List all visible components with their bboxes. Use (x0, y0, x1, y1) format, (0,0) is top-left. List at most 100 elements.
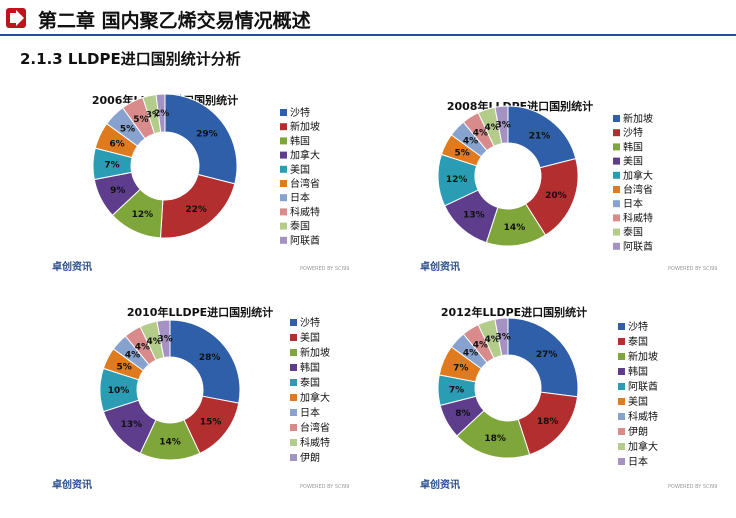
slice-label: 18% (537, 417, 559, 427)
slice-label: 13% (121, 420, 143, 430)
legend-item: 日本 (628, 455, 648, 468)
legend-item: 阿联酋 (623, 240, 653, 253)
legend-swatch (613, 115, 620, 122)
legend-swatch (618, 443, 625, 450)
legend-swatch (290, 319, 297, 326)
powered-by-text: POWERED BY SCI99 (300, 266, 349, 272)
legend-item: 新加坡 (290, 120, 320, 133)
legend-item: 台湾省 (623, 183, 653, 196)
slice-label: 13% (463, 211, 485, 221)
legend-swatch (618, 458, 625, 465)
slice-label: 7% (453, 364, 468, 374)
legend-swatch (613, 157, 620, 165)
legend-item: 美国 (300, 331, 320, 344)
donut-chart-2010: 2010年LLDPE进口国别统计28%15%14%13%10%5%4%4%4%3… (52, 305, 349, 491)
legend-swatch (280, 194, 287, 202)
slice-label: 22% (185, 205, 207, 215)
donut-slice (494, 105, 509, 145)
legend-item: 新加坡 (623, 112, 653, 125)
legend-item: 台湾省 (300, 421, 330, 434)
donut-slice (156, 319, 171, 359)
brand-logo: 卓创资讯 (52, 478, 92, 491)
slice-label: 8% (455, 409, 470, 419)
slice-label: 18% (484, 434, 506, 444)
slice-label: 15% (200, 418, 222, 428)
brand-logo: 卓创资讯 (52, 260, 92, 273)
chart-panel-2012: 2012年LLDPE进口国别统计 27% 18% 18% 8% 7% 7% 4% 4% 4% 3% 沙… (368, 298, 736, 518)
legend-swatch (613, 242, 620, 250)
slice-label: 4% (473, 129, 488, 139)
legend-swatch (613, 228, 620, 236)
slice-label: 6% (109, 139, 124, 149)
slice-label: 3% (158, 335, 173, 345)
legend-item: 美国 (623, 155, 643, 168)
slice-label: 5% (116, 363, 131, 373)
legend-swatch (290, 439, 297, 446)
donut-slice (155, 93, 166, 133)
chart-title: 2008年LLDPE进口国别统计 (447, 99, 593, 113)
legend-item: 加拿大 (628, 440, 658, 453)
legend-item: 台湾省 (290, 177, 320, 190)
slice-label: 4% (463, 137, 478, 147)
slice-label: 29% (196, 130, 218, 140)
slice-label: 2% (154, 109, 169, 119)
slice-label: 4% (473, 341, 488, 351)
brand-logo: 卓创资讯 (420, 478, 460, 491)
legend-swatch (613, 143, 620, 151)
donut-slice (169, 319, 241, 404)
legend-swatch (618, 338, 625, 345)
legend-item: 科威特 (628, 410, 658, 423)
arrow-icon (6, 8, 26, 28)
legend-swatch (290, 334, 297, 341)
donut-chart-2008: 2008年LLDPE进口国别统计21%20%14%13%12%5%4%4%4%3… (420, 99, 717, 273)
legend-swatch (618, 413, 625, 420)
section-title: 2.1.3 LLDPE进口国别统计分析 (20, 50, 241, 68)
legend-item: 沙特 (628, 321, 648, 333)
slice-label: 27% (536, 350, 558, 360)
donut-slice (507, 317, 579, 398)
donut-slice (494, 317, 509, 357)
legend-swatch (613, 171, 620, 179)
legend-swatch (280, 222, 287, 230)
slice-label: 4% (146, 337, 161, 347)
slice-label: 12% (446, 175, 468, 185)
slice-label: 9% (110, 186, 125, 196)
legend-swatch (618, 323, 625, 330)
legend-item: 美国 (290, 163, 310, 176)
legend-item: 阿联酋 (290, 234, 320, 247)
legend-item: 沙特 (300, 317, 320, 329)
donut-slice (159, 173, 236, 239)
legend-swatch (613, 200, 620, 208)
legend-swatch (613, 186, 620, 193)
legend-item: 加拿大 (300, 391, 330, 404)
slice-label: 4% (125, 351, 140, 361)
legend-swatch (280, 123, 287, 131)
legend-swatch (613, 129, 620, 137)
legend-item: 泰国 (623, 226, 643, 239)
legend-swatch (290, 349, 297, 356)
legend-swatch (280, 180, 287, 187)
slice-label: 12% (132, 210, 154, 220)
legend-item: 伊朗 (628, 426, 648, 438)
powered-by-text: POWERED BY SCI99 (668, 484, 717, 490)
slice-label: 5% (120, 125, 135, 135)
legend-item: 阿联酋 (628, 380, 658, 393)
legend-item: 泰国 (628, 335, 648, 348)
legend-item: 科威特 (290, 205, 320, 218)
legend-swatch (280, 151, 287, 159)
legend-item: 韩国 (300, 361, 320, 374)
legend-swatch (290, 394, 297, 401)
legend-swatch (618, 398, 625, 405)
legend-swatch (618, 368, 625, 375)
legend-swatch (618, 353, 625, 360)
donut-slice (164, 93, 238, 185)
slice-label: 5% (454, 149, 469, 159)
chart-panel-2010: 2010年LLDPE进口国别统计 28% 15% 14% 13% 10% 5% 4% 4% 4% 3… (0, 298, 368, 518)
slice-label: 14% (504, 223, 526, 233)
legend-item: 美国 (628, 395, 648, 408)
legend-swatch (613, 214, 620, 222)
legend-swatch (618, 428, 625, 435)
legend-item: 加拿大 (623, 169, 653, 182)
slice-label: 4% (135, 343, 150, 353)
legend-item: 伊朗 (300, 452, 320, 464)
